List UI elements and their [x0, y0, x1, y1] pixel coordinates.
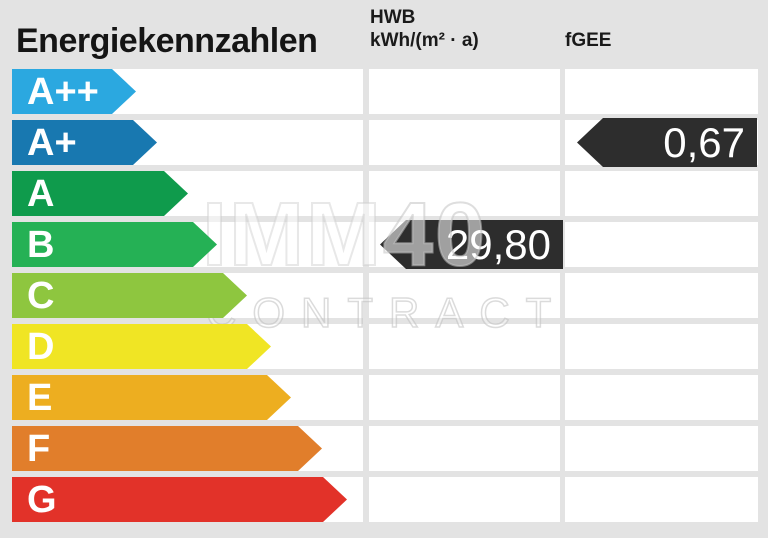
fgee-cell	[565, 273, 758, 318]
scale-cell: B	[12, 222, 363, 267]
fgee-column-header: fGEE	[565, 29, 611, 52]
scale-cell: A++	[12, 69, 363, 114]
hwb-value-marker: 29,80	[380, 220, 563, 269]
fgee-cell	[565, 477, 758, 522]
hwb-cell	[369, 120, 560, 165]
class-label: B	[27, 224, 55, 266]
class-label: C	[27, 275, 55, 317]
hwb-cell	[369, 273, 560, 318]
fgee-value-marker-value: 0,67	[663, 119, 745, 166]
fgee-cell	[565, 69, 758, 114]
energy-row-ap: A+ 0,67	[12, 118, 758, 167]
class-label: E	[27, 377, 53, 419]
energy-row-g: G	[12, 477, 758, 522]
class-arrow-b: B	[12, 222, 217, 267]
scale-rows: A++ A+ 0,67 A B 29,80 C D E F G	[12, 69, 758, 528]
fgee-cell: 0,67	[565, 118, 758, 167]
fgee-cell	[565, 375, 758, 420]
hwb-cell	[369, 171, 560, 216]
class-arrow-g: G	[12, 477, 347, 522]
page-title: Energiekennzahlen	[16, 22, 318, 60]
scale-cell: E	[12, 375, 363, 420]
fgee-cell	[565, 222, 758, 267]
scale-cell: C	[12, 273, 363, 318]
energy-row-app: A++	[12, 69, 758, 114]
fgee-cell	[565, 324, 758, 369]
energy-row-b: B 29,80	[12, 220, 758, 269]
hwb-column-header: HWB kWh/(m² · a)	[370, 6, 479, 52]
hwb-cell	[369, 426, 560, 471]
scale-cell: G	[12, 477, 363, 522]
hwb-label: HWB	[370, 7, 416, 28]
energy-row-e: E	[12, 375, 758, 420]
energy-row-a: A	[12, 171, 758, 216]
scale-cell: A	[12, 171, 363, 216]
class-label: G	[27, 479, 57, 521]
fgee-value-marker: 0,67	[577, 118, 757, 167]
class-arrow-c: C	[12, 273, 247, 318]
class-label: D	[27, 326, 55, 368]
class-label: A+	[27, 122, 77, 164]
fgee-label: fGEE	[565, 30, 612, 51]
energy-row-d: D	[12, 324, 758, 369]
hwb-cell	[369, 375, 560, 420]
class-arrow-d: D	[12, 324, 271, 369]
class-arrow-f: F	[12, 426, 322, 471]
class-label: F	[27, 428, 51, 470]
hwb-unit: kWh/(m² · a)	[370, 30, 479, 51]
hwb-cell: 29,80	[369, 220, 563, 269]
hwb-value-marker-value: 29,80	[445, 221, 551, 268]
scale-cell: F	[12, 426, 363, 471]
fgee-cell	[565, 171, 758, 216]
class-label: A++	[27, 71, 99, 113]
scale-cell: D	[12, 324, 363, 369]
hwb-cell	[369, 324, 560, 369]
class-arrow-app: A++	[12, 69, 136, 114]
class-label: A	[27, 173, 55, 215]
hwb-cell	[369, 477, 560, 522]
class-arrow-ap: A+	[12, 120, 157, 165]
class-arrow-a: A	[12, 171, 188, 216]
energy-row-c: C	[12, 273, 758, 318]
energy-row-f: F	[12, 426, 758, 471]
class-arrow-e: E	[12, 375, 291, 420]
scale-cell: A+	[12, 120, 363, 165]
fgee-cell	[565, 426, 758, 471]
hwb-cell	[369, 69, 560, 114]
